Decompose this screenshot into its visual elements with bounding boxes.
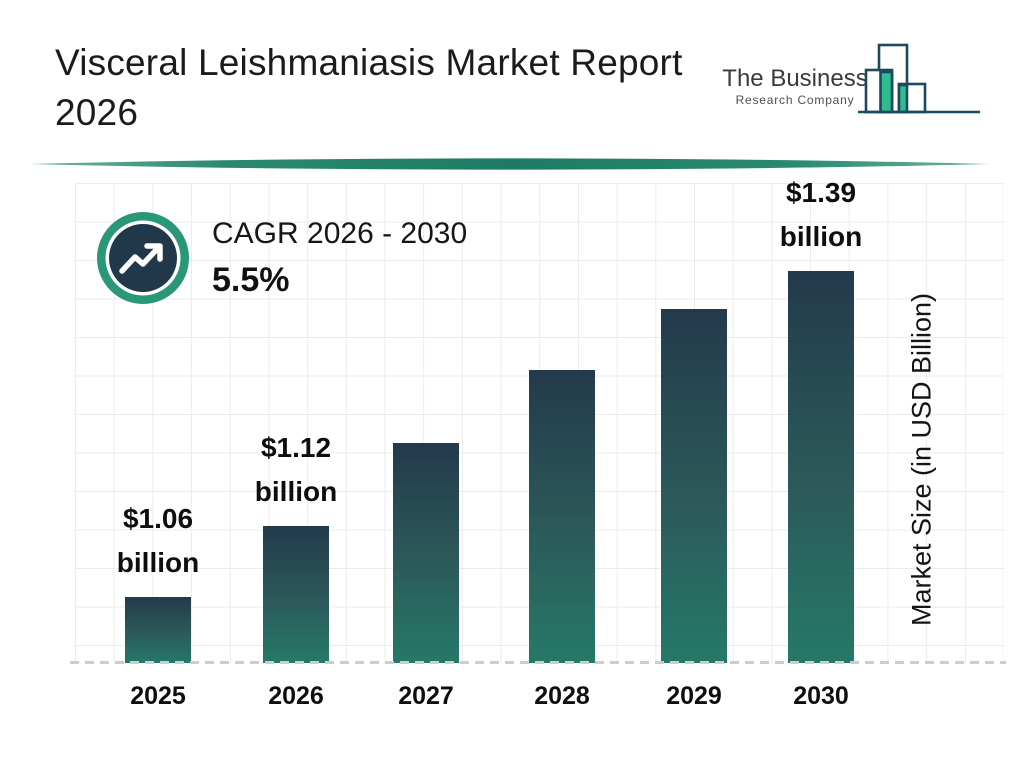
- bar-2030: [788, 271, 854, 663]
- logo-subname: Research Company: [735, 93, 855, 107]
- logo-name: The Business: [722, 65, 868, 92]
- year-label-2028: 2028: [534, 682, 590, 710]
- bar-2029: [661, 309, 727, 663]
- value-amount: $1.39: [785, 177, 857, 208]
- value-unit: billion: [254, 476, 338, 507]
- value-amount: $1.06: [122, 503, 194, 534]
- bar-2025: [125, 597, 191, 663]
- year-label-2029: 2029: [666, 682, 722, 710]
- trend-up-icon: [97, 212, 189, 304]
- year-label-2025: 2025: [130, 682, 186, 710]
- value-label-2030: $1.39 billion: [736, 171, 906, 259]
- value-unit: billion: [116, 547, 200, 578]
- bar-2026: [263, 526, 329, 663]
- company-logo: The Business Research Company: [722, 65, 868, 108]
- year-label-2026: 2026: [268, 682, 324, 710]
- cagr-value: 5.5%: [212, 261, 290, 299]
- year-label-2030: 2030: [793, 682, 849, 710]
- value-unit: billion: [779, 221, 863, 252]
- value-amount: $1.12: [260, 432, 332, 463]
- bar-2028: [529, 370, 595, 663]
- value-label-2026: $1.12 billion: [211, 426, 381, 514]
- bar-2027: [393, 443, 459, 663]
- page-title-line2: 2026: [55, 92, 139, 133]
- y-axis-title: Market Size (in USD Billion): [906, 292, 937, 627]
- cagr-label: CAGR 2026 - 2030: [212, 217, 468, 250]
- value-label-2025: $1.06 billion: [73, 497, 243, 585]
- page-title-line1: Visceral Leishmaniasis Market Report: [55, 42, 683, 83]
- section-divider: [30, 158, 990, 170]
- page-title: Visceral Leishmaniasis Market Report 202…: [55, 38, 715, 138]
- year-label-2027: 2027: [398, 682, 454, 710]
- axis-baseline: [70, 661, 1006, 664]
- logo-bars-icon: [858, 43, 980, 114]
